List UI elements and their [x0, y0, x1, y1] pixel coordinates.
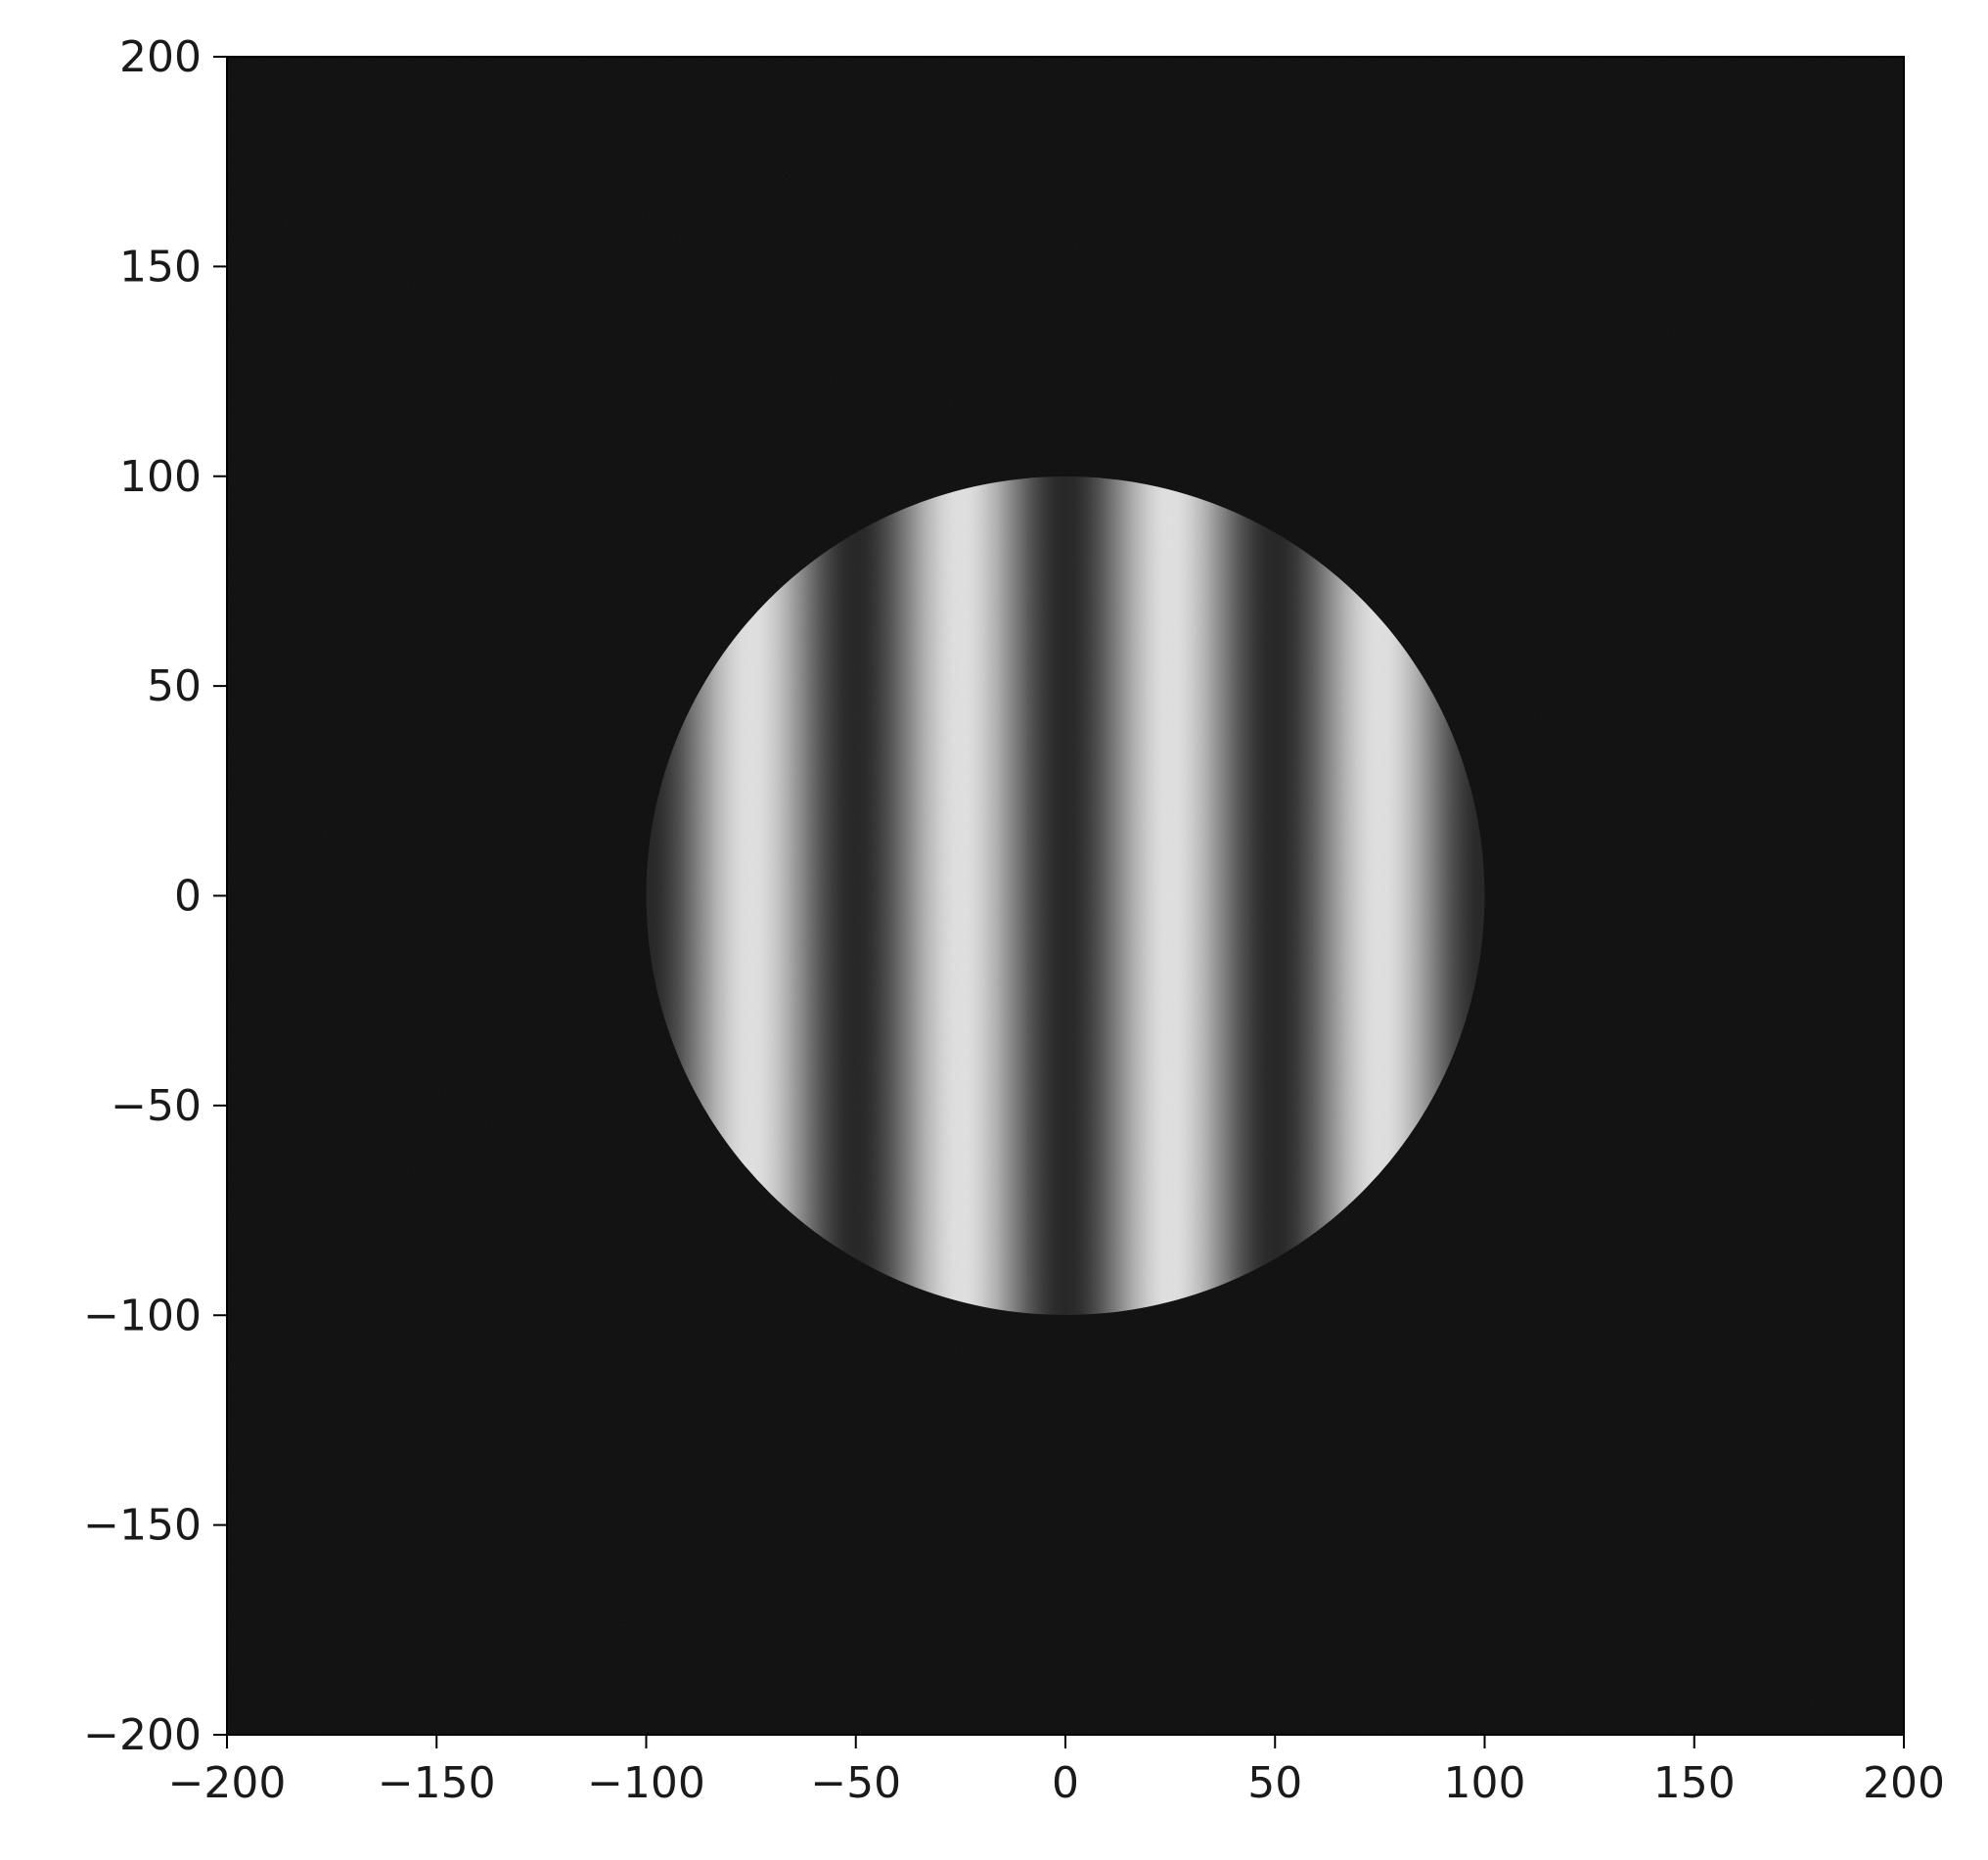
y-tick-label: 50 [147, 661, 202, 711]
y-tick-label: −150 [83, 1501, 202, 1551]
image-noise [227, 57, 1904, 1735]
y-tick-label: 0 [174, 872, 202, 922]
x-tick-label: −50 [810, 1758, 901, 1808]
plot-area [227, 57, 1904, 1735]
x-tick-label: 150 [1653, 1758, 1736, 1808]
x-tick-label: −200 [168, 1758, 287, 1808]
y-axis: 200 150 100 50 0 −50 −100 −150 −200 [83, 32, 227, 1760]
y-tick-label: 150 [119, 242, 202, 292]
x-tick-label: −150 [378, 1758, 496, 1808]
x-tick-label: 0 [1052, 1758, 1079, 1808]
x-axis: −200 −150 −100 −50 0 50 100 150 200 [168, 1735, 1945, 1808]
y-tick-label: −100 [83, 1291, 202, 1340]
y-tick-label: −50 [111, 1081, 202, 1131]
x-tick-label: 200 [1863, 1758, 1945, 1808]
y-tick-label: 100 [119, 452, 202, 502]
x-tick-label: −100 [587, 1758, 705, 1808]
x-tick-label: 100 [1444, 1758, 1526, 1808]
x-tick-label: 50 [1247, 1758, 1302, 1808]
y-tick-label: −200 [83, 1710, 202, 1760]
y-tick-label: 200 [119, 32, 202, 82]
